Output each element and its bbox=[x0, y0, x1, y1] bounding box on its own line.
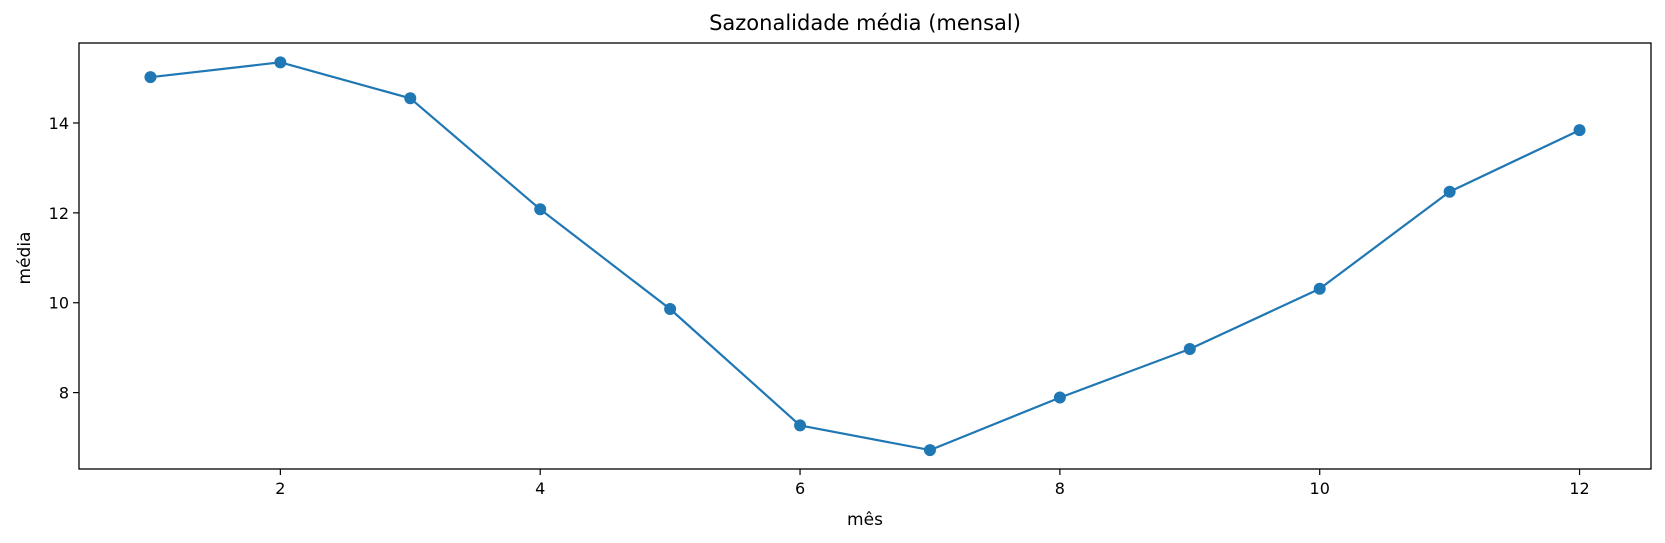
y-tick-label: 12 bbox=[49, 204, 69, 223]
x-tick-label: 4 bbox=[535, 479, 545, 498]
chart-title: Sazonalidade média (mensal) bbox=[709, 11, 1021, 35]
y-axis-label: média bbox=[15, 232, 35, 285]
data-point-4 bbox=[534, 203, 547, 216]
data-point-9 bbox=[1183, 343, 1196, 356]
plot-area: 2 4 6 8 10 12 8 10 12 14 bbox=[49, 42, 1652, 498]
data-point-11 bbox=[1443, 185, 1456, 198]
plot-frame bbox=[78, 42, 1652, 470]
data-point-7 bbox=[923, 444, 936, 457]
x-tick-label: 12 bbox=[1569, 479, 1589, 498]
data-point-8 bbox=[1053, 391, 1066, 404]
data-point-1 bbox=[144, 71, 157, 84]
y-tick-label: 14 bbox=[49, 114, 69, 133]
data-point-10 bbox=[1313, 282, 1326, 295]
y-tick-label: 8 bbox=[59, 384, 69, 403]
data-point-2 bbox=[274, 56, 287, 69]
x-tick-label: 2 bbox=[275, 479, 285, 498]
data-point-5 bbox=[664, 303, 677, 316]
y-tick-label: 10 bbox=[49, 294, 69, 313]
x-axis-label: mês bbox=[847, 510, 883, 530]
data-point-6 bbox=[794, 419, 807, 432]
x-tick-label: 8 bbox=[1055, 479, 1065, 498]
x-tick-label: 6 bbox=[795, 479, 805, 498]
data-point-3 bbox=[404, 92, 417, 105]
series-line bbox=[150, 61, 1580, 452]
data-point-12 bbox=[1573, 124, 1586, 137]
x-tick-label: 10 bbox=[1310, 479, 1330, 498]
